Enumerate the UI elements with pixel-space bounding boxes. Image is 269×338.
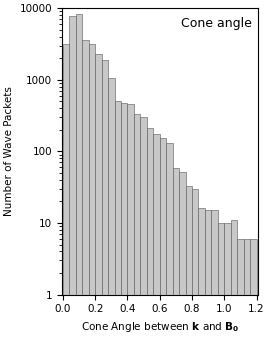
Bar	[218, 223, 224, 338]
Y-axis label: Number of Wave Packets: Number of Wave Packets	[4, 87, 14, 216]
Bar	[237, 239, 244, 338]
Bar	[244, 239, 250, 338]
Bar	[173, 168, 179, 338]
Bar	[115, 101, 121, 338]
X-axis label: Cone Angle between $\mathbf{k}$ and $\mathbf{B_0}$: Cone Angle between $\mathbf{k}$ and $\ma…	[81, 320, 239, 334]
Bar	[166, 143, 173, 338]
Bar	[108, 78, 115, 338]
Bar	[211, 210, 218, 338]
Bar	[250, 239, 257, 338]
Bar	[140, 117, 147, 338]
Text: Cone angle: Cone angle	[182, 17, 252, 30]
Bar	[186, 186, 192, 338]
Bar	[63, 44, 69, 338]
Bar	[160, 138, 166, 338]
Bar	[128, 104, 134, 338]
Bar	[205, 210, 211, 338]
Bar	[69, 16, 76, 338]
Bar	[153, 134, 160, 338]
Bar	[147, 127, 153, 338]
Bar	[134, 114, 140, 338]
Bar	[89, 44, 95, 338]
Bar	[82, 40, 89, 338]
Bar	[192, 189, 199, 338]
Bar	[179, 172, 186, 338]
Bar	[121, 103, 128, 338]
Bar	[199, 208, 205, 338]
Bar	[76, 14, 82, 338]
Bar	[224, 223, 231, 338]
Bar	[102, 60, 108, 338]
Bar	[231, 220, 237, 338]
Bar	[95, 54, 102, 338]
